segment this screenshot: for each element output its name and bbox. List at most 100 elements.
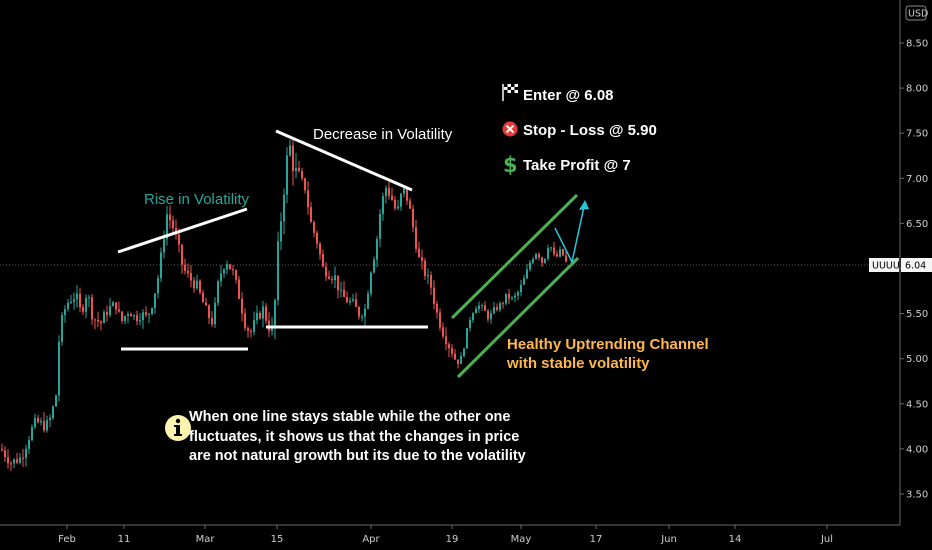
candle-body (187, 270, 189, 274)
candle-body (82, 307, 84, 312)
candle-body (535, 253, 537, 260)
candle-body (253, 320, 255, 332)
candle-body (31, 427, 33, 440)
candle-body (277, 241, 279, 301)
candle-body (427, 275, 429, 277)
candle-body (343, 289, 345, 297)
time-tick-label: 15 (271, 534, 284, 545)
red-x-circle-icon (502, 121, 518, 137)
candle-body (151, 307, 153, 314)
time-axis[interactable]: Feb 11 Mar 15 Apr 19 May 17 Jun 14 Jul (0, 524, 900, 545)
candle-body (358, 306, 360, 317)
candle-body (295, 167, 297, 171)
candle-body (346, 296, 348, 303)
candle-body (160, 252, 162, 279)
rise-volatility-label: Rise in Volatility (144, 191, 250, 208)
candle-body (196, 280, 198, 289)
candle-body (19, 457, 21, 463)
candle-body (478, 305, 480, 310)
candle-body (43, 420, 45, 431)
candle-body (289, 145, 291, 156)
price-tick-label: 6.50 (906, 219, 928, 230)
candle-body (301, 171, 303, 179)
candle-body (67, 302, 69, 310)
candle-body (193, 280, 195, 289)
note-line-2: fluctuates, it shows us that the changes… (189, 429, 519, 445)
candle-body (538, 253, 540, 258)
candle-body (502, 303, 504, 305)
candle-body (337, 275, 339, 291)
candle-body (172, 220, 174, 228)
candle-body (241, 298, 243, 314)
candle-body (403, 187, 405, 194)
price-axis[interactable]: 8.508.007.507.006.506.005.505.004.504.00… (899, 0, 928, 525)
candle-body (235, 270, 237, 280)
candle-body (184, 264, 186, 271)
time-tick-label: 19 (446, 534, 459, 545)
candle-body (544, 258, 546, 263)
candle-body (61, 315, 63, 342)
candle-body (46, 420, 48, 431)
candle-body (394, 199, 396, 209)
candle-body (451, 348, 453, 354)
time-tick-label: Apr (362, 534, 380, 545)
currency-badge (905, 5, 927, 21)
candle-body (64, 309, 66, 316)
candle-body (508, 293, 510, 299)
candle-body (436, 303, 438, 313)
candle-body (499, 303, 501, 310)
candle-body (37, 417, 39, 423)
candle-body (181, 244, 183, 265)
price-tick-label: 3.50 (906, 490, 928, 501)
candle-body (565, 255, 567, 262)
channel-lower-line (456, 256, 580, 379)
candle-body (520, 284, 522, 293)
candle-body (130, 313, 132, 317)
candle-body (118, 309, 120, 312)
candle-body (433, 287, 435, 304)
time-tick-label: Feb (58, 534, 76, 545)
candle-body (208, 305, 210, 318)
candle-body (16, 459, 18, 463)
candle-body (49, 417, 51, 421)
candle-body (211, 317, 213, 325)
take-profit-label: Take Profit @ 7 (523, 157, 631, 174)
candle-body (307, 190, 309, 208)
candle-body (373, 259, 375, 273)
candle-body (439, 312, 441, 328)
candle-body (58, 341, 60, 396)
symbol-label: UUUU (872, 261, 900, 272)
price-tick-label: 7.00 (906, 174, 928, 185)
candle-body (106, 312, 108, 316)
candle-body (460, 356, 462, 365)
candle-body (157, 278, 159, 294)
candle-body (340, 289, 342, 291)
time-tick-label: 14 (729, 534, 742, 545)
candle-body (475, 309, 477, 314)
candle-body (226, 264, 228, 270)
candle-body (217, 281, 219, 303)
candle-body (424, 260, 426, 277)
candle-body (334, 275, 336, 281)
candle-body (316, 232, 318, 244)
candle-body (109, 306, 111, 316)
candle-body (496, 307, 498, 310)
candle-body (115, 302, 117, 310)
candle-body (100, 321, 102, 323)
candle-body (469, 320, 471, 329)
candle-body (283, 194, 285, 222)
candle-body (169, 214, 171, 221)
candle-body (391, 195, 393, 200)
time-tick-label: Mar (196, 534, 216, 545)
candle-body (28, 439, 30, 449)
note-line-1: When one line stays stable while the oth… (189, 409, 510, 425)
enter-label: Enter @ 6.08 (523, 87, 614, 104)
time-tick-label: 11 (118, 534, 131, 545)
candle-body (154, 293, 156, 308)
candle-body (481, 305, 483, 307)
candle-body (457, 359, 459, 365)
candle-body (97, 319, 99, 322)
candle-body (466, 328, 468, 349)
candle-body (319, 243, 321, 255)
